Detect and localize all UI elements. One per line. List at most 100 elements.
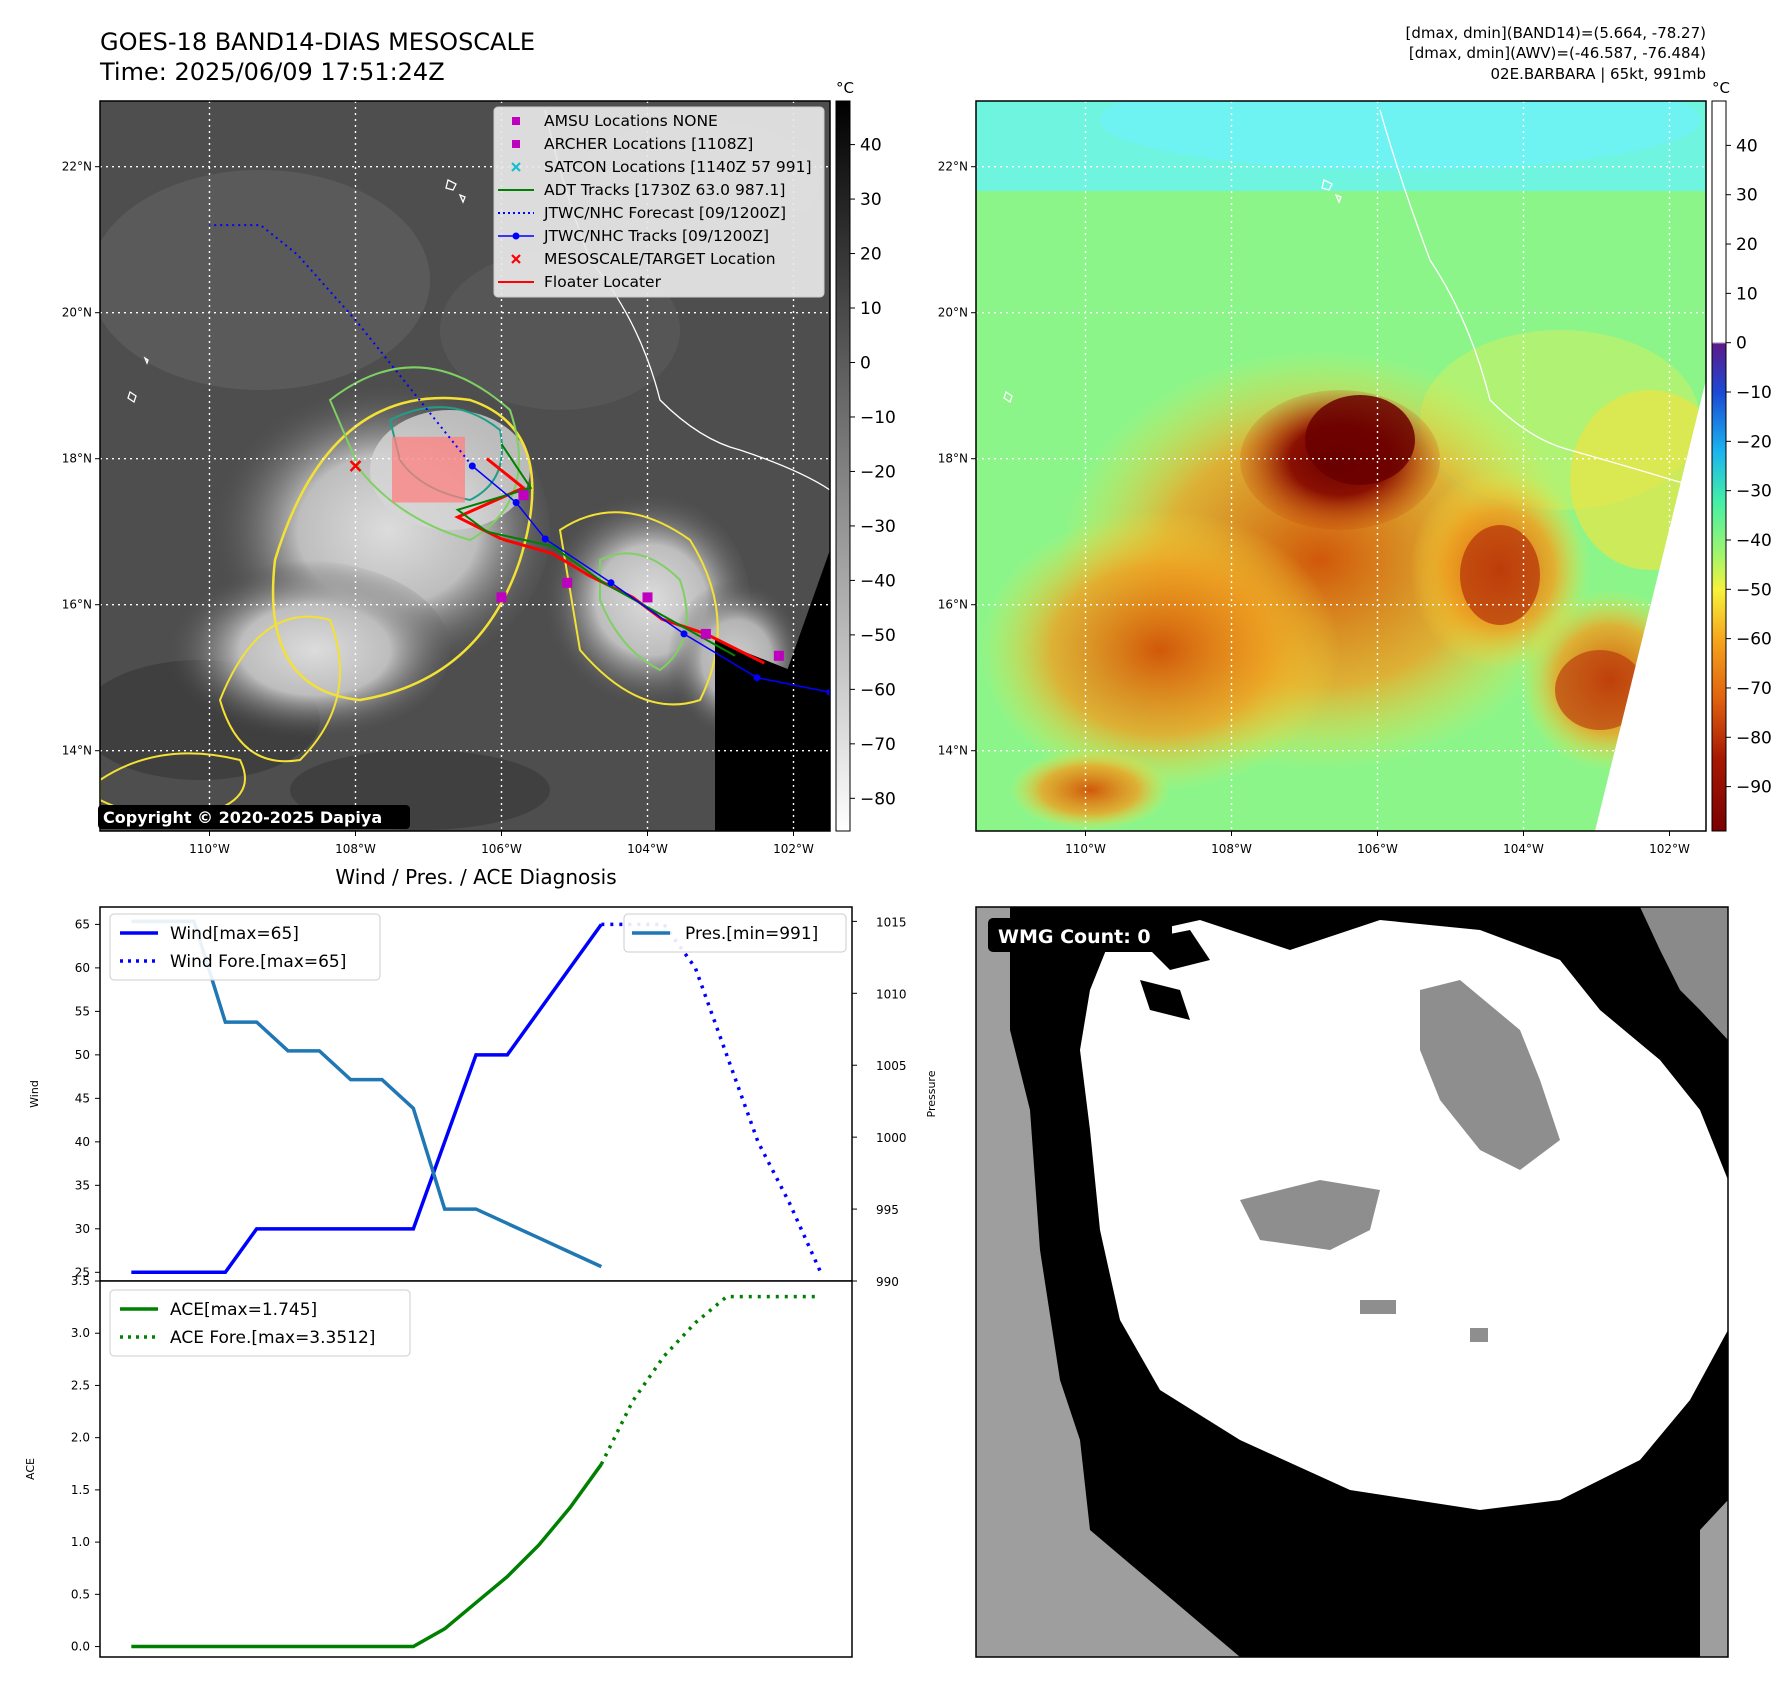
ace-series [131, 1294, 821, 1649]
archer-location [562, 577, 573, 588]
enhanced-coastline [1379, 109, 1706, 491]
ace-fore-legend-label: ACE Fore.[max=3.3512] [170, 1328, 375, 1348]
wind-pressure-ticks: 25 30 35 40 45 50 55 60 65 990 995 1000 1005 1010 1015 [75, 915, 907, 1289]
colorbar-tick-label: 30 [1736, 186, 1758, 206]
legend-entry-label: JTWC/NHC Tracks [09/1200Z] [543, 227, 769, 245]
legend-entry: Floater Locater [498, 273, 662, 291]
legend-square-icon [512, 140, 520, 148]
colorbar-tick-label: −40 [860, 571, 896, 591]
y-tick-label: 20°N [938, 306, 968, 320]
series-line [131, 923, 603, 1275]
pressure-tick-label: 995 [876, 1203, 899, 1217]
x-tick-label: 102°W [773, 842, 814, 856]
target-marker-stroke [349, 460, 362, 472]
y-tick-label: 16°N [938, 598, 968, 612]
pressure-tick-label: 1005 [876, 1059, 907, 1073]
legend-entry-label: ARCHER Locations [1108Z] [544, 135, 753, 153]
contour-green [328, 366, 520, 542]
legend-entry: ARCHER Locations [1108Z] [512, 135, 753, 153]
jtwc-track-point [680, 630, 688, 638]
contour-yellow [271, 396, 534, 702]
storm-info: 02E.BARBARA | 65kt, 991mb [1491, 65, 1706, 83]
wind-legend: Wind[max=65] Wind Fore.[max=65] [109, 913, 381, 981]
legend-entry-label: JTWC/NHC Forecast [09/1200Z] [543, 204, 786, 222]
no-data-region [730, 550, 830, 831]
pressure-legend: Pres.[min=991] [623, 913, 847, 953]
x-tick-label: 108°W [335, 842, 376, 856]
x-tick-label: 108°W [1211, 842, 1252, 856]
wind-tick-label: 50 [75, 1048, 90, 1062]
wind-tick-label: 35 [75, 1178, 90, 1192]
colorbar-tick-label: −60 [860, 680, 896, 700]
pressure-axis-label: Pressure [925, 1070, 938, 1117]
ace-ticks: 0.0 0.5 1.0 1.5 2.0 2.5 3.0 3.5 [71, 1274, 100, 1654]
colorbar-tick-label: −60 [1736, 630, 1772, 650]
jtwc-track-point [541, 535, 549, 543]
ir-map-legend: AMSU Locations NONE ARCHER Locations [110… [493, 106, 825, 298]
ace-axis-label: ACE [24, 1458, 37, 1480]
pressure-tick-label: 990 [876, 1275, 899, 1289]
ace-legend-label: ACE[max=1.745] [170, 1300, 317, 1320]
y-tick-label: 14°N [62, 744, 92, 758]
colorbar-tick-label: −10 [1736, 383, 1772, 403]
ace-series-line [131, 1463, 603, 1649]
enhanced-map-panel: 110°W 108°W 106°W 104°W 102°W 22°N 20°N 18°N 16°… [938, 79, 1772, 856]
archer-location [518, 490, 529, 501]
colorbar-tick-label: 10 [860, 299, 882, 319]
wind-tick-label: 55 [75, 1004, 90, 1018]
y-tick-label: 22°N [938, 160, 968, 174]
wind-pressure-panel: 25 30 35 40 45 50 55 60 65 990 995 1000 1005 1010 1015… [28, 906, 938, 1289]
wmg-panel: WMG Count: 0 [975, 906, 1729, 1658]
legend-entry: MESOSCALE/TARGET Location [511, 250, 776, 268]
ace-tick-label: 2.0 [71, 1431, 90, 1445]
archer-location [496, 592, 507, 603]
wmg-count-badge [988, 918, 1172, 952]
y-tick-label: 22°N [62, 160, 92, 174]
wmg-gray-left [976, 907, 1240, 1657]
wind-fore-legend-label: Wind Fore.[max=65] [170, 952, 346, 972]
y-tick-label: 16°N [62, 598, 92, 612]
legend-entry: AMSU Locations NONE [512, 112, 718, 130]
colorbar-tick-label: 0 [860, 353, 871, 373]
x-tick-label: 110°W [189, 842, 230, 856]
x-tick-label: 104°W [1503, 842, 1544, 856]
wind-tick-label: 40 [75, 1135, 90, 1149]
ir-colorbar-unit: °C [836, 79, 854, 97]
copyright-text: Copyright © 2020-2025 Dapiya [103, 808, 382, 827]
legend-entry: JTWC/NHC Forecast [09/1200Z] [498, 204, 786, 222]
colorbar-tick-label: 0 [1736, 334, 1747, 354]
ace-tick-label: 3.0 [71, 1326, 90, 1340]
legend-square-icon [512, 117, 520, 125]
enhanced-colorbar [1711, 100, 1727, 832]
enhanced-map-grid [976, 101, 1706, 831]
legend-entry: SATCON Locations [1140Z 57 991] [511, 158, 812, 176]
enhanced-colorbar-ticks: 40 30 20 10 0 −10 −20 −30 −40 −50 −60 −70 −80 −90 [1726, 136, 1772, 798]
archer-location [642, 592, 653, 603]
colorbar-tick-label: −80 [1736, 728, 1772, 748]
ace-tick-label: 0.5 [71, 1587, 90, 1601]
figure-title: GOES-18 BAND14-DIAS MESOSCALE [100, 28, 535, 56]
legend-entry-label: SATCON Locations [1140Z 57 991] [544, 158, 812, 176]
colorbar-tick-label: −80 [860, 789, 896, 809]
colorbar-tick-label: 20 [1736, 235, 1758, 255]
jtwc-track-point [826, 688, 830, 696]
x-tick-label: 106°W [1357, 842, 1398, 856]
jtwc-track-point [753, 674, 761, 682]
y-tick-label: 20°N [62, 306, 92, 320]
ace-tick-label: 1.5 [71, 1483, 90, 1497]
colorbar-tick-label: 40 [860, 136, 882, 156]
wind-tick-label: 45 [75, 1091, 90, 1105]
enhanced-map-frame [975, 100, 1707, 832]
y-tick-label: 14°N [938, 744, 968, 758]
jtwc-track-point [512, 499, 520, 506]
colorbar-tick-label: −30 [1736, 482, 1772, 502]
dmax-awv: [dmax, dmin](AWV)=(-46.587, -76.484) [1409, 44, 1706, 62]
ace-tick-label: 2.5 [71, 1378, 90, 1392]
pressure-tick-label: 1010 [876, 987, 907, 1001]
target-location [349, 460, 362, 472]
colorbar-tick-label: −20 [1736, 432, 1772, 452]
jtwc-track-point [607, 579, 615, 587]
enhanced-no-data-region [1595, 380, 1706, 831]
colorbar-tick-label: −50 [860, 626, 896, 646]
y-tick-label: 18°N [62, 452, 92, 466]
